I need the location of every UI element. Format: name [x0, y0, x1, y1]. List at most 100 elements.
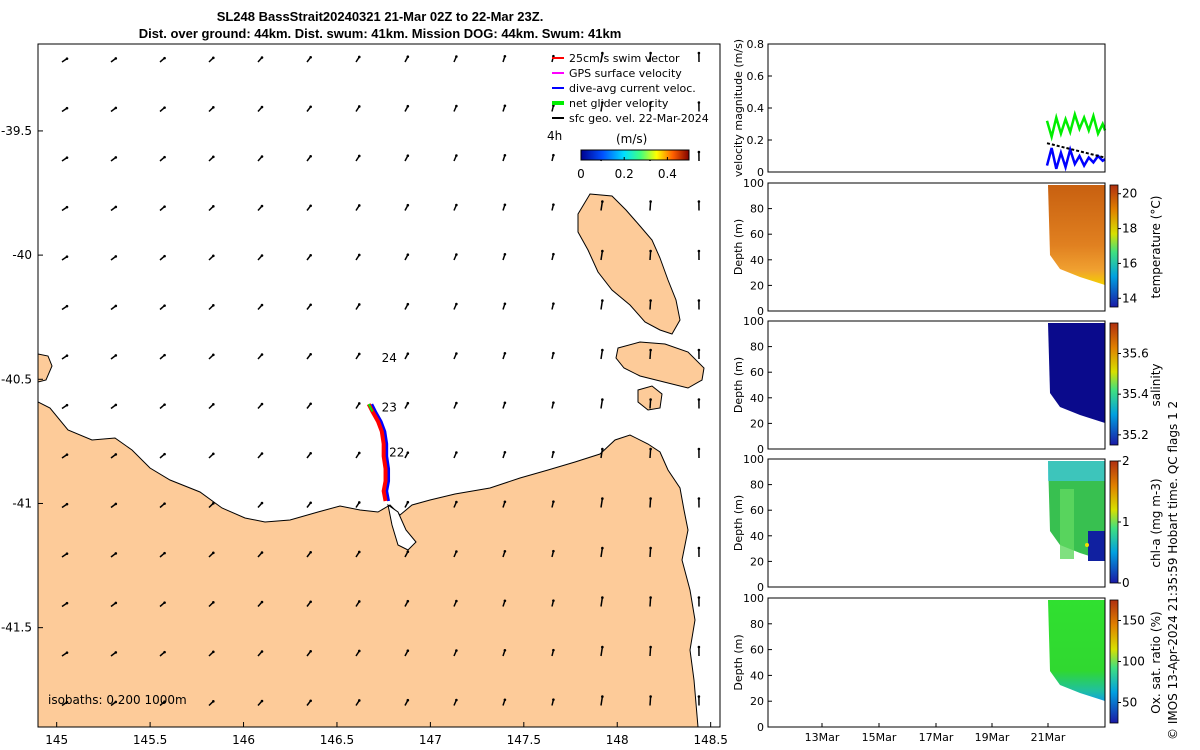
legend-label-dive: dive-avg current veloc. [569, 82, 696, 95]
vector-arrow-head [114, 57, 118, 60]
colorbar-tick-label: 150 [1122, 614, 1145, 628]
series-line-sfc [1046, 142, 1106, 159]
vector-arrow-head [552, 401, 555, 404]
vector-arrow-head [163, 155, 166, 159]
vector-arrow-head [357, 253, 361, 257]
vector-arrow-head [65, 552, 69, 555]
vector-arrow-head [601, 497, 604, 500]
colorbar-tick-label: 16 [1122, 256, 1137, 270]
ytick-label: 100 [743, 592, 764, 605]
heatmap-fill [1048, 600, 1105, 701]
vector-arrow-head [552, 104, 555, 107]
vector-arrow [600, 448, 604, 459]
vector-arrow-head [697, 249, 701, 253]
vector-arrow [649, 498, 652, 508]
vector-arrow-head [260, 204, 264, 208]
colorbar-tick-label: 14 [1122, 291, 1137, 305]
vector-arrow-head [406, 698, 410, 702]
map-xtick-label: 147.5 [507, 733, 541, 747]
vector-arrow-head [212, 650, 215, 654]
vector-arrow-head [357, 699, 361, 702]
vector-arrow-head [357, 451, 361, 455]
vector-arrow-head [260, 105, 264, 109]
vector-arrow-head [697, 299, 701, 302]
heatmap-patch [1048, 461, 1105, 481]
vector-arrow-head [503, 649, 507, 652]
colorbar-vertical [1109, 460, 1119, 584]
map-ytick-label: -40.5 [1, 372, 32, 386]
ytick-label: 0.8 [747, 38, 765, 51]
vector-arrow-head [309, 550, 312, 554]
time-tick-label: 19Mar [975, 731, 1010, 744]
colorbar-vertical [1109, 322, 1119, 446]
ytick-label: 40 [750, 530, 764, 543]
vector-arrow-head [697, 546, 701, 550]
ytick-label: 0 [757, 305, 764, 318]
panel-ylabel: Depth (m) [732, 634, 745, 690]
vector-arrow [649, 646, 652, 657]
colorbar-title: (m/s) [616, 132, 647, 146]
vector-arrow [649, 52, 652, 63]
vector-arrow-head [163, 254, 166, 258]
vector-arrow-head [357, 550, 361, 554]
vector-arrow-head [260, 650, 264, 653]
vector-arrow-head [697, 695, 701, 698]
colorbar-tick-label: 35.2 [1122, 428, 1149, 442]
vector-arrow-head [357, 204, 361, 207]
vector-arrow-head [212, 403, 215, 406]
vector-arrow-head [212, 155, 215, 159]
vector-arrow-head [649, 695, 652, 698]
vector-arrow-head [65, 700, 69, 704]
map-ytick-label: -41 [12, 496, 32, 510]
vector-arrow-head [309, 451, 312, 455]
map-ytick-label: -40 [12, 248, 32, 262]
vector-arrow-head [163, 452, 166, 456]
series-line-net [1045, 109, 1107, 142]
isobaths-label: isobaths: 0 200 1000m [48, 693, 187, 707]
vector-arrow-head [601, 546, 604, 550]
map-xtick-label: 145 [45, 733, 68, 747]
vector-arrow-head [697, 200, 701, 203]
vector-arrow-head [649, 51, 652, 55]
vector-arrow-head [455, 55, 458, 58]
vector-arrow-head [552, 599, 555, 602]
ytick-label: 20 [750, 279, 764, 292]
vector-arrow-head [552, 54, 555, 58]
vector-arrow-head [260, 402, 264, 406]
ytick-label: 100 [743, 315, 764, 328]
vector-arrow-head [114, 651, 118, 654]
vector-arrow-head [212, 106, 215, 109]
vector-arrow-head [114, 255, 118, 258]
panel-ylabel: Depth (m) [732, 219, 745, 275]
clarke-island-land [637, 385, 663, 411]
legend-label-swim: 25cm/s swim vector [569, 52, 680, 65]
vector-arrow-head [406, 154, 410, 158]
vector-arrow-head [309, 303, 312, 307]
vector-arrow-head [212, 700, 215, 703]
vector-arrow [649, 696, 652, 706]
vector-arrow [600, 547, 604, 558]
vector-arrow-head [309, 352, 312, 356]
vector-arrow-head [114, 304, 118, 308]
ytick-label: 20 [750, 555, 764, 568]
vector-arrow-head [114, 156, 118, 159]
vector-arrow-head [212, 353, 215, 357]
colorbar-tick-label: 50 [1122, 696, 1137, 710]
colorbar-vertical [1109, 184, 1119, 308]
vector-arrow [600, 498, 604, 508]
vector-arrow-head [260, 155, 264, 158]
vector-arrow-head [357, 352, 361, 356]
vector-arrow-head [357, 154, 361, 158]
ytick-label: 20 [750, 695, 764, 708]
heatmap-fill [1048, 323, 1105, 423]
vector-arrow-head [114, 354, 118, 357]
vector-arrow [600, 300, 604, 310]
map-xtick-label: 148.5 [693, 733, 727, 747]
vector-arrow-head [697, 150, 701, 154]
vector-arrow-head [114, 205, 118, 209]
colorbar-tick-label: 0 [1122, 576, 1130, 590]
vector-arrow-head [406, 253, 410, 257]
vector-arrow-head [552, 351, 555, 355]
tasmania-land [38, 401, 699, 727]
vector-arrow-head [212, 452, 215, 456]
